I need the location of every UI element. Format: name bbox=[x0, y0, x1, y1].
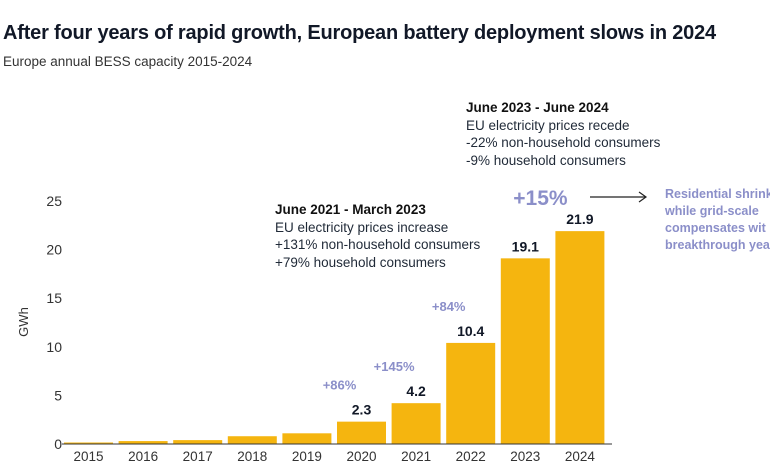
side-note-line: compensates wit bbox=[665, 221, 766, 235]
annotation-line: -22% non-household consumers bbox=[466, 135, 661, 150]
annotation-2023-2024: June 2023 - June 2024 EU electricity pri… bbox=[466, 99, 660, 169]
growth-label: +145% bbox=[374, 359, 415, 374]
annotation-line: +79% household consumers bbox=[275, 254, 446, 270]
bar-2023 bbox=[500, 258, 550, 444]
y-tick-label: 0 bbox=[54, 436, 62, 452]
side-note-line: while grid-scale bbox=[665, 204, 759, 218]
annotation-heading: June 2023 - June 2024 bbox=[466, 100, 609, 115]
x-tick-label: 2024 bbox=[565, 449, 596, 464]
bar-value-label: 4.2 bbox=[406, 383, 426, 399]
annotation-line: -9% household consumers bbox=[466, 152, 626, 168]
y-tick-label: 20 bbox=[46, 242, 62, 258]
side-note-line: Residential shrink bbox=[665, 187, 770, 201]
x-tick-label: 2018 bbox=[237, 449, 267, 464]
bars: 2.3 +86% 4.2 +145% 10.4 +84% 19.1 21.9+15% bbox=[64, 187, 605, 444]
chart-title: After four years of rapid growth, Europe… bbox=[3, 22, 716, 44]
growth-label: +86% bbox=[323, 378, 357, 393]
y-axis: 0 5 10 15 20 25 bbox=[46, 193, 62, 452]
x-axis: 2015 2016 2017 2018 2019 2020 2021 2022 2023 2024 bbox=[73, 449, 595, 464]
x-tick-label: 2017 bbox=[183, 449, 213, 464]
bar-2019 bbox=[282, 433, 332, 444]
arrow-icon bbox=[590, 191, 648, 203]
bar-2020 bbox=[337, 421, 386, 444]
annotation-line: EU electricity prices increase bbox=[275, 219, 449, 235]
bar-2015 bbox=[64, 442, 113, 444]
side-note-line: breakthrough yea bbox=[665, 238, 770, 252]
x-tick-label: 2015 bbox=[73, 449, 103, 464]
x-tick-label: 2021 bbox=[401, 449, 431, 464]
bar-2016 bbox=[118, 441, 168, 444]
y-tick-label: 5 bbox=[54, 387, 62, 403]
growth-label: +84% bbox=[432, 299, 466, 314]
y-tick-label: 10 bbox=[46, 339, 62, 355]
x-tick-label: 2016 bbox=[128, 449, 158, 464]
y-tick-label: 25 bbox=[46, 193, 62, 209]
x-tick-label: 2022 bbox=[456, 449, 486, 464]
annotation-line: +131% non-household consumers bbox=[275, 237, 481, 252]
side-note: Residential shrink while grid-scale comp… bbox=[665, 186, 770, 254]
bar-value-label: 19.1 bbox=[512, 238, 539, 254]
bar-2021 bbox=[391, 403, 441, 444]
growth-label: +15% bbox=[513, 187, 568, 210]
bar-2017 bbox=[173, 440, 223, 444]
annotation-line: EU electricity prices recede bbox=[466, 117, 630, 133]
bar-2024 bbox=[555, 231, 605, 444]
x-tick-label: 2020 bbox=[346, 449, 376, 464]
chart-subtitle: Europe annual BESS capacity 2015-2024 bbox=[3, 54, 253, 69]
bar-2018 bbox=[227, 436, 277, 444]
x-tick-label: 2023 bbox=[510, 449, 540, 464]
bar-2022 bbox=[446, 342, 496, 444]
annotation-2021-2023: June 2021 - March 2023 EU electricity pr… bbox=[275, 201, 480, 271]
annotation-heading: June 2021 - March 2023 bbox=[275, 202, 426, 217]
y-axis-label: GWh bbox=[16, 307, 31, 337]
bar-value-label: 21.9 bbox=[566, 211, 593, 227]
bar-value-label: 2.3 bbox=[352, 402, 372, 418]
bar-value-label: 10.4 bbox=[457, 323, 484, 339]
x-tick-label: 2019 bbox=[292, 449, 322, 464]
y-tick-label: 15 bbox=[46, 290, 62, 306]
